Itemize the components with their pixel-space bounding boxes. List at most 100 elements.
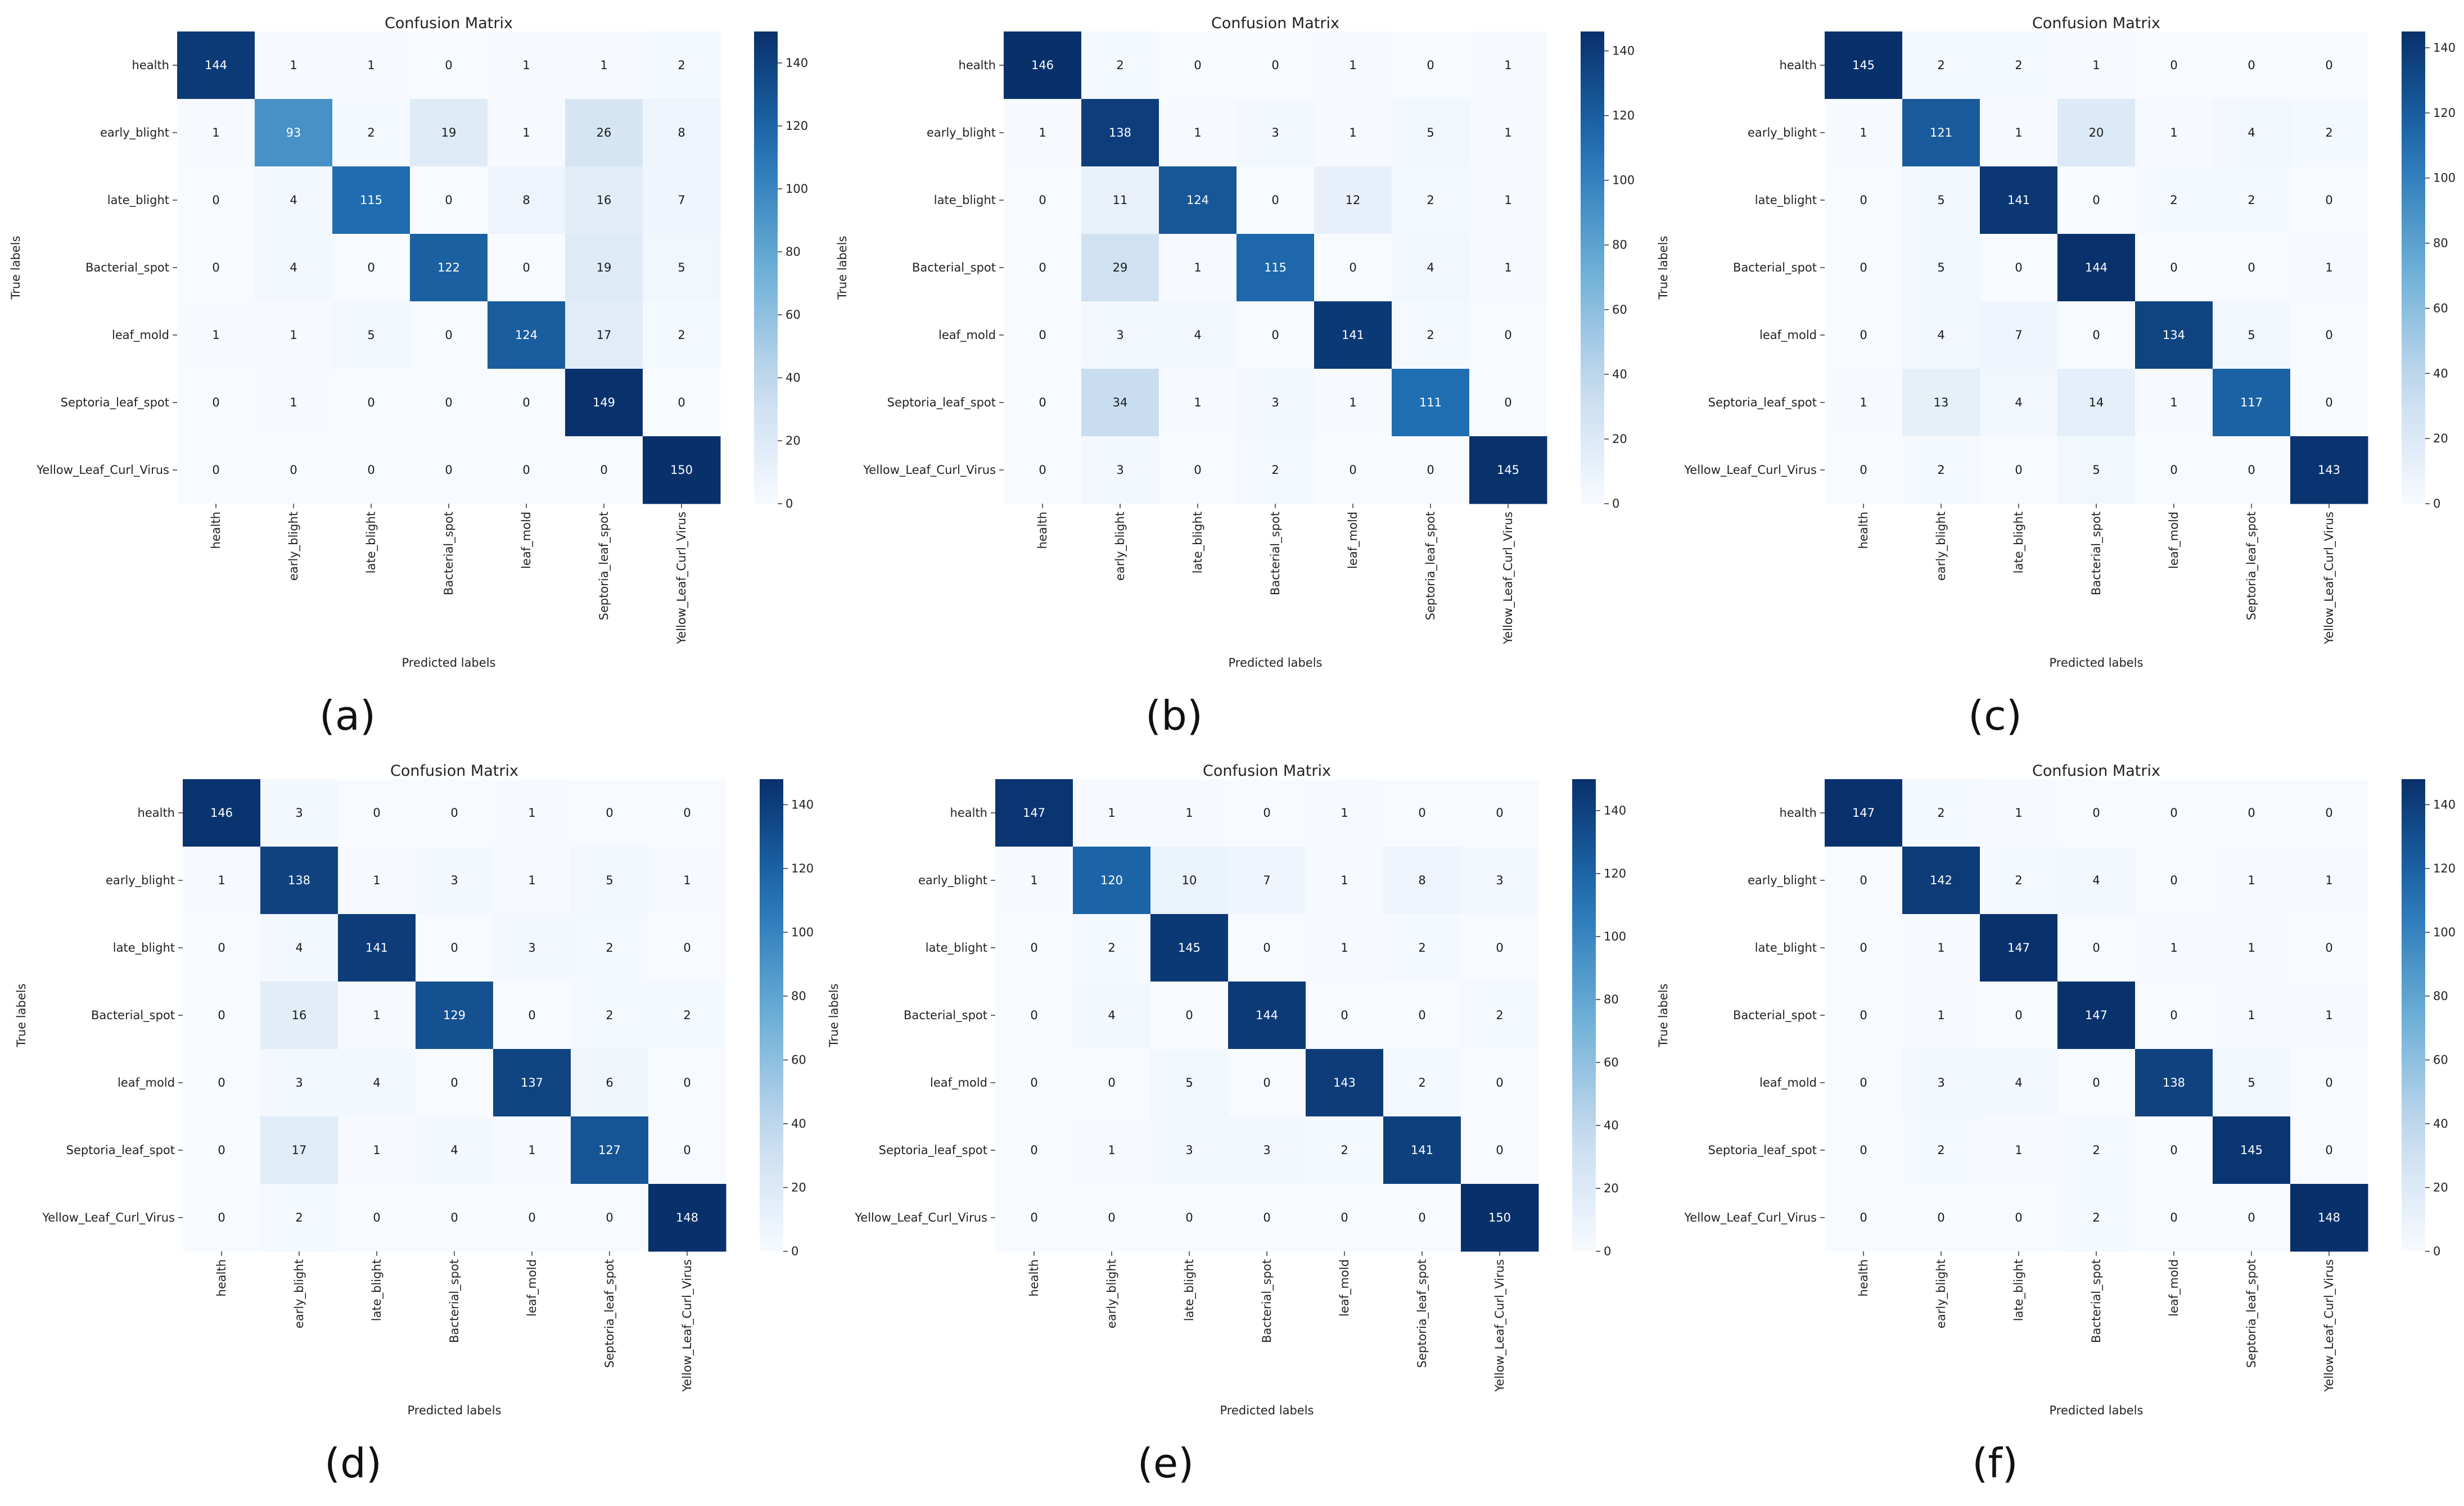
cell-value-label: 2 xyxy=(1271,463,1279,477)
y-tick-label: Yellow_Leaf_Curl_Virus xyxy=(1684,1211,1817,1225)
heatmap-cell xyxy=(493,779,571,847)
colorbar-tick-label: 40 xyxy=(1604,1119,1619,1132)
cell-value-label: 0 xyxy=(1349,463,1356,477)
heatmap-cell xyxy=(1461,1184,1539,1252)
colorbar-tick-label: 100 xyxy=(786,182,808,196)
heatmap-cell xyxy=(1825,99,1903,167)
colorbar xyxy=(760,779,783,1251)
heatmap-cell xyxy=(1902,234,1980,302)
heatmap-cell xyxy=(2135,166,2213,234)
heatmap-cell xyxy=(1159,369,1237,437)
x-tick-label: late_blight xyxy=(370,1259,384,1321)
heatmap-cell xyxy=(1159,31,1237,100)
cell-value-label: 0 xyxy=(1349,261,1356,274)
cell-value-label: 8 xyxy=(678,126,685,139)
heatmap-cell xyxy=(260,914,339,982)
cell-value-label: 1 xyxy=(2170,396,2177,409)
heatmap-cell xyxy=(2213,914,2291,982)
colorbar-tick-label: 20 xyxy=(786,434,801,447)
cell-value-label: 17 xyxy=(597,328,612,342)
colorbar-tick-label: 0 xyxy=(2433,497,2440,510)
colorbar-tick-label: 60 xyxy=(791,1053,806,1066)
heatmap-cell xyxy=(1073,1116,1151,1184)
y-axis-label: True labels xyxy=(1657,236,1670,300)
heatmap-cell xyxy=(1383,914,1461,982)
heatmap-cell xyxy=(1236,436,1315,504)
heatmap-cell xyxy=(1461,779,1539,847)
cell-value-label: 0 xyxy=(1427,58,1434,72)
cell-value-label: 147 xyxy=(1852,806,1875,820)
cell-value-label: 145 xyxy=(1497,463,1519,477)
cell-value-label: 1 xyxy=(290,58,297,72)
cell-value-label: 1 xyxy=(218,874,225,887)
cell-value-label: 8 xyxy=(1418,874,1425,887)
x-tick-label: early_blight xyxy=(287,512,301,581)
cell-value-label: 2 xyxy=(2092,1143,2100,1157)
y-tick-label: early_blight xyxy=(100,126,169,140)
y-tick-label: late_blight xyxy=(1755,941,1817,955)
cell-value-label: 2 xyxy=(606,1008,613,1022)
cell-value-label: 1 xyxy=(2170,941,2177,955)
heatmap-cell xyxy=(177,436,255,504)
cell-value-label: 1 xyxy=(1341,806,1348,820)
y-axis-label: True labels xyxy=(836,236,849,300)
colorbar-tick-label: 80 xyxy=(1612,238,1627,252)
heatmap-cell xyxy=(1980,301,2058,369)
x-tick-label: Bacterial_spot xyxy=(2090,512,2104,595)
cell-value-label: 146 xyxy=(1031,58,1054,72)
heatmap-cell xyxy=(2213,779,2291,847)
colorbar-tick-label: 60 xyxy=(786,308,801,322)
cell-value-label: 0 xyxy=(2092,193,2100,207)
heatmap-cell xyxy=(2135,369,2213,437)
chart-title: Confusion Matrix xyxy=(1211,15,1339,32)
cell-value-label: 0 xyxy=(445,328,452,342)
heatmap-cell xyxy=(1980,982,2058,1050)
heatmap-cell xyxy=(1902,1184,1980,1252)
cell-value-label: 1 xyxy=(1194,126,1201,139)
heatmap-cell xyxy=(2135,982,2213,1050)
cell-value-label: 0 xyxy=(218,1076,225,1089)
heatmap-cell xyxy=(1980,369,2058,437)
cell-value-label: 1 xyxy=(1860,126,1867,139)
heatmap-cell xyxy=(177,166,255,234)
cell-value-label: 1 xyxy=(1194,396,1201,409)
cell-value-label: 0 xyxy=(212,463,219,477)
heatmap-cell xyxy=(410,436,488,504)
colorbar-tick-label: 20 xyxy=(1604,1182,1619,1195)
cell-value-label: 1 xyxy=(2325,1008,2332,1022)
heatmap-cell xyxy=(2057,99,2136,167)
cell-value-label: 7 xyxy=(678,193,685,207)
heatmap-cell xyxy=(260,1049,339,1117)
heatmap-cell xyxy=(1980,914,2058,982)
cell-value-label: 3 xyxy=(295,1076,303,1089)
cell-value-label: 19 xyxy=(597,261,612,274)
heatmap-cell xyxy=(2213,369,2291,437)
heatmap-cell xyxy=(410,369,488,437)
cell-value-label: 124 xyxy=(1186,193,1209,207)
chart-title: Confusion Matrix xyxy=(390,762,518,780)
cell-value-label: 0 xyxy=(1418,1211,1425,1224)
cell-value-label: 0 xyxy=(212,193,219,207)
heatmap-cell xyxy=(2290,234,2368,302)
cell-value-label: 0 xyxy=(1504,396,1511,409)
cell-value-label: 0 xyxy=(683,806,691,820)
heatmap-cell xyxy=(1236,369,1315,437)
heatmap-cell xyxy=(1980,436,2058,504)
cell-value-label: 0 xyxy=(2015,261,2022,274)
heatmap-cell xyxy=(260,982,339,1050)
heatmap-cell xyxy=(2057,436,2136,504)
colorbar-tick-label: 40 xyxy=(786,371,801,385)
cell-value-label: 2 xyxy=(1937,463,1944,477)
cell-value-label: 5 xyxy=(678,261,685,274)
heatmap-cell xyxy=(1825,1049,1903,1117)
heatmap-cell xyxy=(2290,369,2368,437)
colorbar-tick-label: 40 xyxy=(791,1117,806,1130)
heatmap-cell xyxy=(410,234,488,302)
cell-value-label: 13 xyxy=(1934,396,1949,409)
cell-value-label: 0 xyxy=(2325,941,2332,955)
heatmap-cell xyxy=(493,914,571,982)
y-tick-label: health xyxy=(132,58,169,72)
x-tick-label: late_blight xyxy=(1191,512,1205,573)
heatmap-cell xyxy=(1159,436,1237,504)
